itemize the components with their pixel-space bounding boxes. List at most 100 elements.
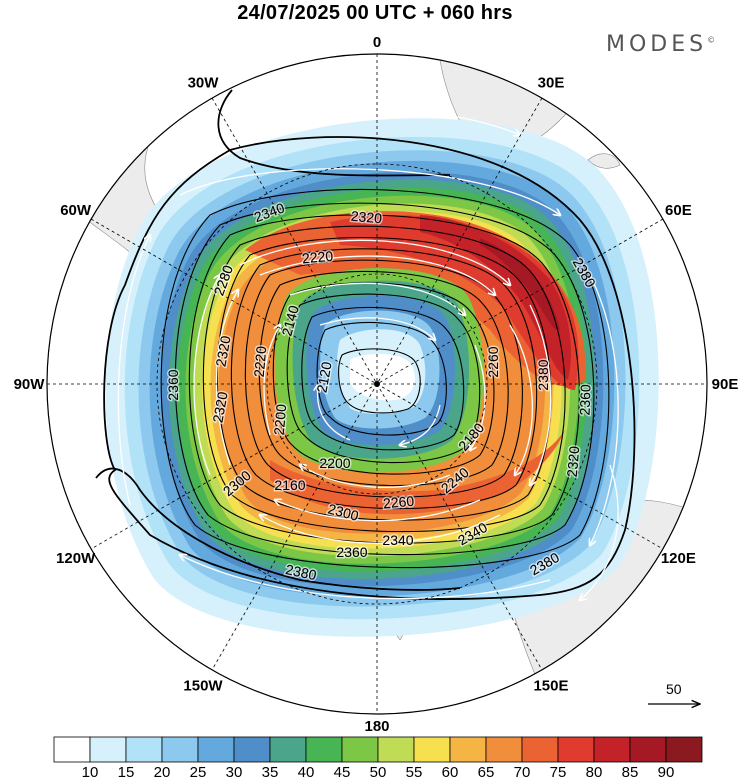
contour-label-halo: 2220 bbox=[301, 248, 334, 267]
colorbar-swatch bbox=[593, 736, 631, 763]
longitude-label-150w: 150W bbox=[183, 677, 223, 694]
colorbar-tick-label: 15 bbox=[118, 764, 135, 781]
colorbar-swatch bbox=[413, 736, 451, 763]
contour-label-halo: 2360 bbox=[336, 544, 367, 560]
contour-label: 2320 bbox=[564, 445, 583, 478]
contour-label: 2380 bbox=[535, 359, 551, 390]
contour-2160 bbox=[301, 306, 465, 451]
colorbar-tick-label: 50 bbox=[370, 764, 387, 781]
contour-label-halo: 2260 bbox=[485, 346, 501, 377]
longitude-label-60e: 60E bbox=[665, 202, 692, 219]
contour-2140 bbox=[316, 321, 447, 436]
colorbar-tick-label: 30 bbox=[226, 764, 243, 781]
longitude-label-0: 0 bbox=[373, 34, 381, 51]
contour-label-halo: 2200 bbox=[271, 403, 290, 436]
longitude-labels: 0 30E 60E 90E 120E 150E 180 150W 120W 90W 60W 30W bbox=[14, 34, 739, 735]
contour-label: 2300 bbox=[326, 500, 360, 524]
contour-label: 2220 bbox=[251, 345, 270, 378]
map-disc bbox=[47, 54, 707, 714]
contour-2360 bbox=[160, 189, 610, 569]
contour-label: 2320 bbox=[212, 334, 233, 368]
jet-max-95 bbox=[480, 238, 560, 331]
colorbar-tick-label: 70 bbox=[514, 764, 531, 781]
colorbar-swatch bbox=[161, 736, 199, 763]
contour-2220 bbox=[258, 270, 509, 487]
map-boundary bbox=[46, 53, 708, 715]
contour-label-halo: 2200 bbox=[319, 455, 350, 471]
contour-label: 2260 bbox=[485, 346, 501, 377]
contour-label-halo: 2340 bbox=[382, 532, 413, 548]
contour-label: 2140 bbox=[278, 303, 302, 337]
colorbar-swatch bbox=[233, 736, 271, 763]
contour-label-halo: 2320 bbox=[564, 445, 583, 478]
contour-label: 2360 bbox=[576, 384, 593, 416]
colorbar-swatch bbox=[305, 736, 343, 763]
contour-2380-west bbox=[95, 467, 461, 591]
colorbar-swatch bbox=[341, 736, 379, 763]
colorbar-swatch bbox=[521, 736, 559, 763]
contour-2120 bbox=[338, 348, 421, 414]
colorbar-swatch bbox=[665, 736, 703, 763]
contour-label: 2360 bbox=[336, 544, 367, 560]
colorbar-tick-label: 45 bbox=[334, 764, 351, 781]
reference-vector: 50 bbox=[648, 681, 700, 704]
map-title: 24/07/2025 00 UTC + 060 hrs bbox=[237, 2, 513, 24]
colorbar-tick-label: 55 bbox=[406, 764, 423, 781]
contour-label: 2320 bbox=[350, 208, 383, 227]
colorbar-swatch bbox=[557, 736, 595, 763]
colorbar-tick-label: 25 bbox=[190, 764, 207, 781]
contour-2380 bbox=[103, 136, 636, 600]
contour-label-halo: 2220 bbox=[251, 345, 270, 378]
colorbar-swatch bbox=[197, 736, 235, 763]
contour-2180 bbox=[286, 293, 481, 464]
contour-label-halo: 2160 bbox=[274, 477, 305, 493]
brand-text: MODES bbox=[606, 32, 708, 57]
contour-label: 2200 bbox=[271, 403, 290, 436]
colorbar-tick-label: 20 bbox=[154, 764, 171, 781]
longitude-label-30e: 30E bbox=[538, 75, 565, 92]
contour-label: 2120 bbox=[313, 360, 334, 394]
colorbar-tick-label: 85 bbox=[622, 764, 639, 781]
contour-2320 bbox=[188, 214, 580, 544]
colorbar-tick-label: 60 bbox=[442, 764, 459, 781]
colorbar-tick-label: 40 bbox=[298, 764, 315, 781]
colorbar-swatch bbox=[53, 736, 91, 763]
colorbar-swatch bbox=[269, 736, 307, 763]
contour-2380-north bbox=[217, 89, 451, 177]
contour-label-halo: 2380 bbox=[535, 359, 551, 390]
colorbar-tick-label: 65 bbox=[478, 764, 495, 781]
longitude-label-30w: 30W bbox=[188, 75, 220, 92]
copyright-mark: © bbox=[707, 35, 716, 45]
contour-label: 2380 bbox=[284, 561, 318, 583]
contour-label: 2360 bbox=[165, 369, 181, 400]
contour-label-halo: 2260 bbox=[382, 493, 415, 512]
colorbar-swatch bbox=[449, 736, 487, 763]
contour-2300 bbox=[202, 225, 566, 533]
height-contours bbox=[103, 136, 636, 600]
contour-label: 2320 bbox=[209, 390, 230, 424]
contour-label: 2160 bbox=[274, 477, 305, 493]
contour-2240 bbox=[244, 259, 523, 498]
colorbar-tick-label: 75 bbox=[550, 764, 567, 781]
longitude-label-90w: 90W bbox=[14, 376, 46, 393]
modes-logo: MODES© bbox=[606, 32, 715, 57]
contour-label: 2220 bbox=[301, 248, 334, 267]
contour-label: 2200 bbox=[319, 455, 350, 471]
colorbar-tick-label: 80 bbox=[586, 764, 603, 781]
contour-2280 bbox=[216, 237, 552, 521]
colorbar-swatch bbox=[89, 736, 127, 763]
longitude-label-120w: 120W bbox=[56, 550, 96, 567]
colorbar-swatch bbox=[629, 736, 667, 763]
contour-label-halo: 2360 bbox=[165, 369, 181, 400]
wind-streamlines bbox=[117, 110, 619, 600]
colorbar-swatch bbox=[377, 736, 415, 763]
colorbar-tick-label: 35 bbox=[262, 764, 279, 781]
colorbar-swatch bbox=[125, 736, 163, 763]
madagascar-land bbox=[587, 153, 621, 169]
contour-2260 bbox=[230, 248, 538, 510]
reference-vector-label: 50 bbox=[666, 681, 682, 697]
contour-label-halo: 2360 bbox=[576, 384, 593, 416]
longitude-label-90e: 90E bbox=[712, 376, 739, 393]
contour-2340 bbox=[174, 202, 595, 556]
